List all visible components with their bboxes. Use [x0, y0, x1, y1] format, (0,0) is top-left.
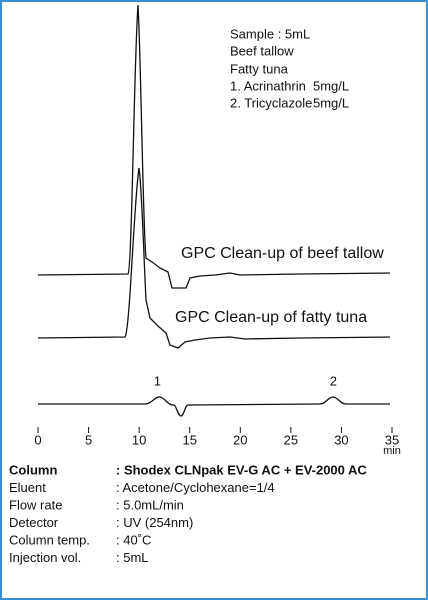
condition-value: : UV (254nm): [116, 515, 193, 530]
condition-label: Injection vol.: [9, 550, 81, 565]
condition-label: Detector: [9, 515, 59, 530]
trace-beef-tallow: [37, 4, 391, 289]
x-tick-label: 20: [233, 432, 247, 447]
x-tick-label: 15: [182, 432, 196, 447]
x-tick-label: 5: [85, 432, 92, 447]
condition-label: Column: [9, 462, 57, 477]
condition-label: Flow rate: [9, 497, 62, 512]
compound-conc: 5mg/L: [313, 95, 349, 110]
condition-value: : Acetone/Cyclohexane=1/4: [116, 480, 275, 495]
x-tick-label: 25: [284, 432, 298, 447]
condition-value: : 5mL: [116, 550, 149, 565]
x-tick-label: 10: [132, 432, 146, 447]
sample-info: Beef tallow: [230, 43, 294, 58]
trace-label: GPC Clean-up of fatty tuna: [175, 309, 367, 326]
trace-fatty-tuna: [37, 167, 391, 349]
peak-label: 2: [330, 373, 337, 388]
condition-value: : 5.0mL/min: [116, 497, 184, 512]
x-tick-label: 30: [334, 432, 348, 447]
x-tick-label: 0: [34, 432, 41, 447]
peak-label: 1: [154, 373, 161, 388]
condition-value: : 40˚C: [116, 532, 151, 547]
condition-value: : Shodex CLNpak EV-G AC + EV-2000 AC: [116, 462, 367, 477]
x-unit: min: [383, 445, 401, 457]
compound-name: 2. Tricyclazole: [230, 95, 312, 110]
condition-label: Column temp.: [9, 532, 90, 547]
sample-info: Fatty tuna: [230, 61, 289, 76]
x-tick-label: 35: [385, 432, 399, 447]
trace-standard: [38, 396, 390, 417]
compound-conc: 5mg/L: [313, 78, 349, 93]
sample-info: Sample : 5mL: [230, 26, 310, 41]
condition-label: Eluent: [9, 480, 46, 495]
trace-label: GPC Clean-up of beef tallow: [181, 245, 384, 262]
compound-name: 1. Acrinathrin: [230, 78, 306, 93]
